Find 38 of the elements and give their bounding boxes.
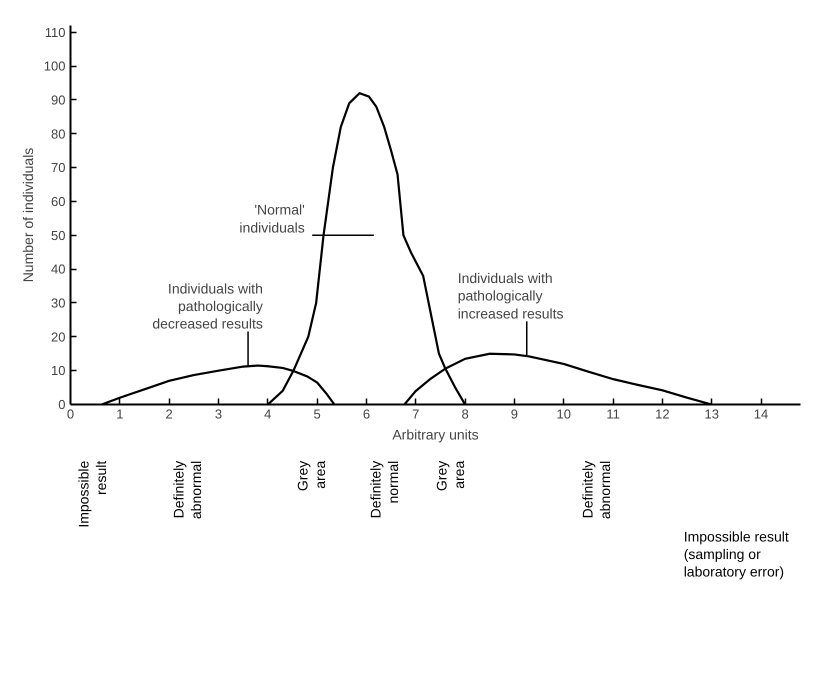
x-tick-label: 1 (116, 406, 124, 422)
y-tick-label: 100 (44, 58, 66, 74)
text: Impossible result (sampling or laboratory error) (684, 528, 789, 580)
annotation: 'Normal' individuals (239, 202, 305, 236)
y-tick-label: 60 (51, 194, 66, 209)
x-tick-label: 8 (461, 406, 469, 422)
x-tick-label: 10 (556, 406, 571, 422)
x-axis-title: Arbitrary units (392, 426, 479, 442)
annotation: Individuals with pathologically decreased results (152, 280, 263, 332)
y-tick-label: 40 (51, 262, 66, 277)
x-tick-label: 7 (412, 406, 420, 422)
y-tick-label: 20 (51, 329, 66, 344)
x-tick-label: 4 (264, 406, 272, 422)
text: Definitely normal (368, 460, 402, 518)
x-tick-label: 14 (754, 406, 768, 422)
text: Impossible result (76, 460, 110, 528)
y-axis-title: Number of individuals (20, 148, 36, 282)
y-tick-label: 30 (51, 295, 66, 310)
y-tick-label: 50 (51, 228, 66, 243)
text: Grey area (294, 460, 328, 492)
x-tick-label: 6 (362, 406, 370, 422)
x-tick-label: 11 (606, 406, 620, 422)
y-tick-label: 10 (51, 363, 66, 378)
y-tick-label: 70 (51, 160, 66, 176)
text: Definitely abnormal (579, 460, 613, 520)
annotation: Individuals with pathologically increased results (458, 270, 564, 322)
text: Grey area (433, 460, 467, 492)
x-tick-label: 2 (166, 406, 173, 422)
text: Definitely abnormal (170, 460, 204, 520)
y-tick-label: 80 (51, 126, 66, 142)
y-tick-label: 90 (51, 92, 66, 108)
x-tick-label: 13 (704, 406, 719, 422)
x-tick-label: 9 (510, 406, 518, 422)
x-tick-label: 3 (214, 406, 222, 422)
x-tick-label: 12 (655, 406, 670, 422)
y-tick-label: 110 (44, 24, 66, 40)
y-tick-label: 0 (58, 397, 66, 412)
x-tick-label: 5 (314, 406, 321, 422)
